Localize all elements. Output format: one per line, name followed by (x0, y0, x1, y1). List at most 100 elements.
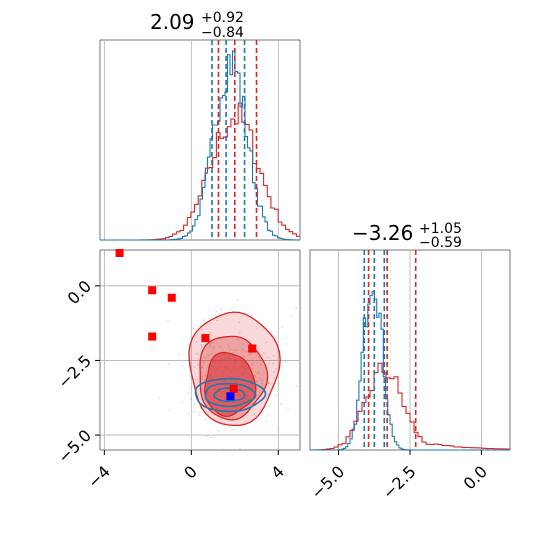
sample-point (190, 378, 193, 381)
sample-point (272, 354, 275, 357)
sample-point (181, 365, 184, 367)
sample-point (188, 386, 191, 389)
sample-point (200, 375, 203, 378)
sample-point (226, 343, 229, 346)
sample-point (234, 428, 236, 431)
sample-point (268, 382, 270, 385)
panel-frame (99, 249, 301, 451)
sample-point (196, 378, 199, 381)
sample-point (261, 354, 264, 356)
x-tick-label: −2.5 (379, 462, 420, 503)
sample-point (211, 342, 214, 344)
marker-point (148, 332, 157, 341)
sample-point (281, 326, 283, 329)
sample-point (256, 380, 259, 383)
sample-point (268, 405, 271, 408)
sample-point (220, 308, 222, 311)
param1-title-value: 2.09 (150, 10, 195, 34)
sample-point (253, 412, 256, 415)
sample-point (262, 351, 265, 354)
sample-point (255, 327, 258, 329)
panel-param2-histogram: −5.0 −2.5 0.0 −3.26 +1.05 −0.59 (307, 221, 511, 503)
sample-point (228, 425, 231, 428)
sample-point (267, 381, 270, 384)
marker-point (148, 286, 157, 295)
sample-point (204, 374, 207, 377)
x-tick-label: −4 (84, 462, 114, 492)
panel-frame (99, 39, 301, 241)
marker-point (229, 384, 238, 393)
sample-point (158, 396, 160, 399)
sample-point (217, 429, 220, 432)
sample-point (237, 299, 240, 302)
sample-point (219, 346, 221, 348)
sample-point (200, 366, 203, 369)
sample-point (213, 345, 216, 348)
sample-point (180, 400, 183, 403)
sample-point (261, 379, 264, 382)
contour-blue-mid (204, 382, 257, 408)
sample-point (241, 348, 244, 351)
sample-point (273, 377, 276, 379)
sample-point (238, 331, 241, 334)
sample-point (287, 407, 289, 410)
param1-title-upper: +0.92 (201, 10, 244, 26)
sample-point (200, 346, 203, 349)
param1-title-lower: −0.84 (201, 25, 244, 41)
sample-point (196, 381, 199, 384)
sample-point (284, 360, 287, 363)
sample-point (250, 352, 253, 355)
histogram-red (310, 362, 510, 451)
x-tick-label: 0.0 (460, 462, 491, 493)
sample-point (169, 409, 171, 412)
sample-point (228, 345, 230, 348)
sample-point (202, 361, 205, 364)
sample-point (219, 418, 222, 421)
sample-point (204, 356, 207, 359)
sample-point (286, 343, 289, 345)
sample-point (251, 367, 254, 370)
panel-param1-histogram: 2.09 +0.92 −0.84 (99, 10, 301, 241)
param2-title-upper: +1.05 (419, 221, 462, 237)
sample-point (280, 403, 282, 406)
sample-point (251, 363, 254, 366)
sample-point (210, 352, 212, 355)
sample-point (237, 338, 239, 340)
sample-point (205, 435, 208, 437)
sample-point (259, 377, 261, 380)
sample-point (249, 353, 251, 356)
sample-point (207, 354, 210, 357)
sample-point (187, 391, 190, 394)
sample-point (209, 346, 212, 348)
sample-point (209, 436, 212, 439)
sample-point (216, 319, 219, 322)
sample-point (231, 428, 233, 431)
histogram-blue (100, 50, 300, 241)
marker-point (201, 334, 210, 343)
sample-point (265, 341, 268, 344)
sample-point (238, 321, 241, 324)
sample-point (197, 357, 199, 360)
sample-point (228, 308, 231, 311)
sample-point (267, 356, 270, 359)
sample-point (245, 350, 248, 353)
sample-point (193, 410, 196, 413)
sample-point (200, 371, 203, 374)
marker-point (167, 293, 176, 302)
sample-point (200, 343, 203, 346)
sample-point (278, 382, 281, 385)
x-tick-label: −5.0 (307, 462, 348, 503)
y-tick-label: −5.0 (54, 426, 95, 467)
sample-point (242, 355, 245, 358)
sample-point (259, 363, 262, 366)
sample-point (167, 362, 170, 365)
sample-point (232, 351, 234, 354)
sample-point (198, 411, 201, 414)
sample-point (209, 344, 212, 347)
contour-blue-outer (194, 377, 267, 413)
sample-point (261, 382, 264, 385)
sample-point (231, 417, 234, 419)
sample-point (209, 332, 212, 334)
sample-point (295, 306, 298, 309)
sample-point (274, 368, 277, 371)
